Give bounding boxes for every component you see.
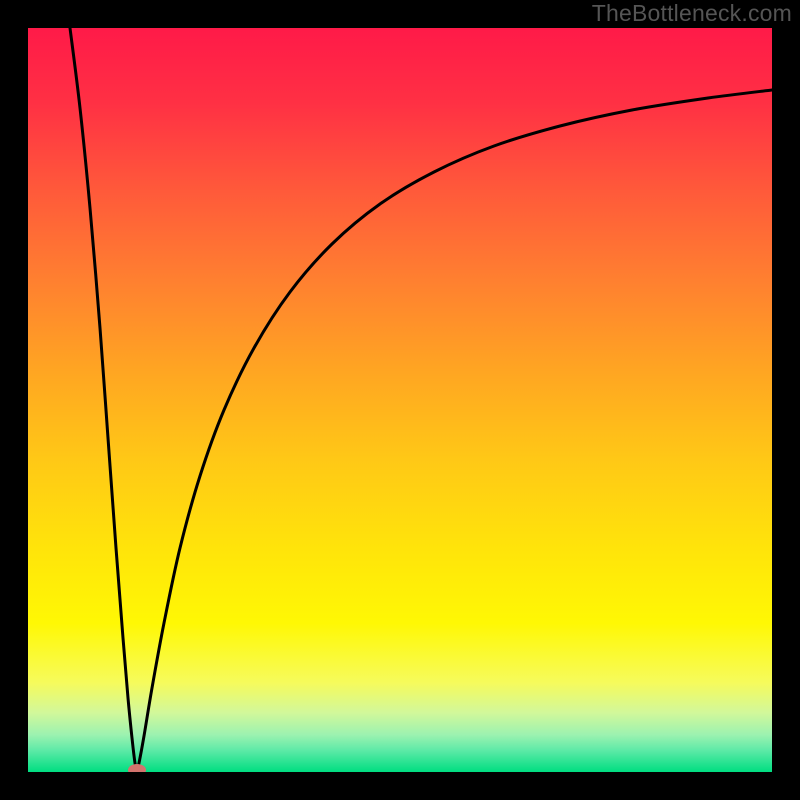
- curve-layer: [28, 28, 772, 772]
- chart-frame: TheBottleneck.com: [0, 0, 800, 800]
- vertex-marker: [128, 764, 146, 772]
- watermark-text: TheBottleneck.com: [592, 0, 792, 27]
- plot-area: [28, 28, 772, 772]
- bottleneck-curve: [70, 28, 772, 770]
